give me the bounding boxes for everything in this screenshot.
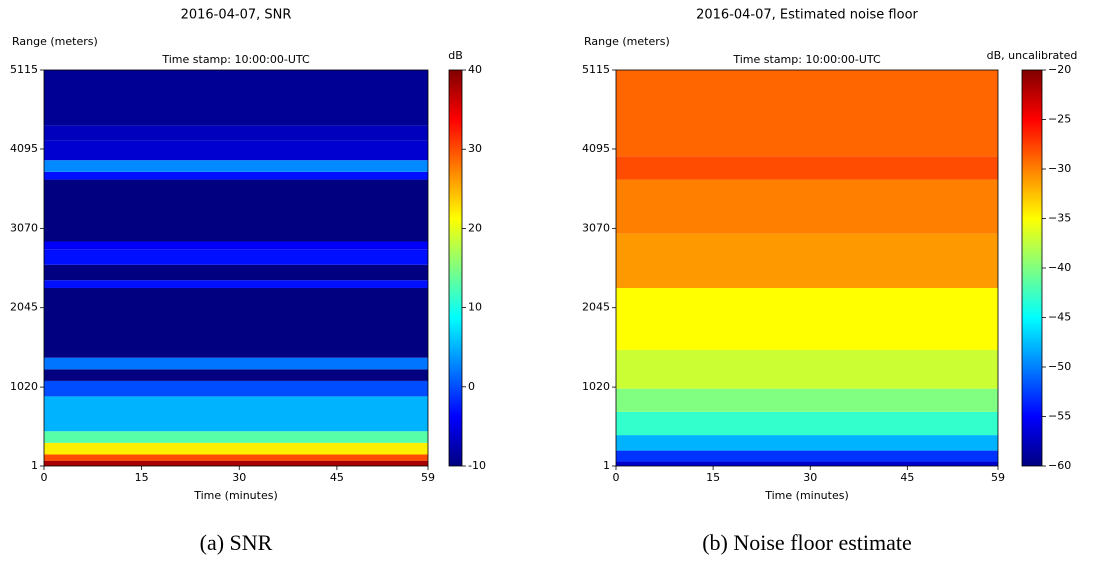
x-tick-label: 0 — [613, 471, 620, 484]
x-tick-label: 0 — [41, 471, 48, 484]
heatmap-band — [616, 411, 998, 436]
heatmap-band — [616, 179, 998, 234]
y-tick-label: 1 — [31, 459, 38, 472]
heatmap-band — [44, 396, 428, 432]
heatmap-band — [616, 349, 998, 389]
colorbar-tick-label: −60 — [1048, 459, 1071, 472]
heatmap-band — [44, 357, 428, 370]
colorbar-tick-label: −30 — [1048, 162, 1071, 175]
colorbar-label: dB, uncalibrated — [987, 49, 1078, 62]
x-axis-label: Time (minutes) — [193, 489, 278, 502]
heatmap-band — [616, 435, 998, 451]
heatmap-band — [44, 287, 428, 358]
heatmap-band — [44, 442, 428, 455]
heatmap-band — [616, 156, 998, 180]
plot-frame — [615, 69, 999, 467]
heatmap-band — [44, 369, 428, 381]
x-tick-label: 59 — [991, 471, 1005, 484]
heatmap-band — [616, 450, 998, 462]
heatmap-band — [616, 233, 998, 288]
x-tick-label: 30 — [803, 471, 817, 484]
colorbar-tick-label: −35 — [1048, 212, 1071, 225]
heatmap-band — [44, 125, 428, 141]
heatmap-band — [616, 70, 998, 157]
heatmap-band — [44, 160, 428, 172]
x-tick-label: 45 — [330, 471, 344, 484]
heatmap-band — [44, 431, 428, 443]
x-tick-label: 45 — [900, 471, 914, 484]
chart-title: 2016-04-07, Estimated noise floor — [696, 8, 918, 23]
y-tick-label: 4095 — [10, 142, 38, 155]
x-axis-label: Time (minutes) — [764, 489, 849, 502]
x-tick-label: 30 — [232, 471, 246, 484]
heatmap-band — [616, 461, 998, 466]
colorbar-tick-label: −40 — [1048, 261, 1071, 274]
heatmap-band — [44, 249, 428, 265]
x-tick-label: 15 — [135, 471, 149, 484]
colorbar-tick-label: 30 — [468, 142, 482, 155]
heatmap-band — [44, 171, 428, 180]
y-tick-label: 5115 — [10, 63, 38, 76]
caption: (a) SNR — [200, 530, 273, 555]
heatmap-band — [44, 70, 428, 126]
y-tick-label: 1020 — [10, 380, 38, 393]
heatmap-band — [44, 380, 428, 397]
colorbar — [448, 69, 463, 467]
y-tick-label: 4095 — [582, 142, 610, 155]
colorbar-tick-label: 0 — [468, 380, 475, 393]
plot-frame — [43, 69, 429, 467]
x-tick-label: 59 — [421, 471, 435, 484]
colorbar — [1021, 69, 1043, 467]
y-tick-label: 3070 — [582, 221, 610, 234]
colorbar-label: dB — [448, 49, 463, 62]
y-tick-label: 1 — [603, 459, 610, 472]
y-tick-label: 5115 — [582, 63, 610, 76]
heatmap-band — [44, 179, 428, 242]
y-tick-label: 2045 — [582, 301, 610, 314]
heatmap-band — [616, 388, 998, 412]
colorbar-tick-label: −50 — [1048, 360, 1071, 373]
x-tick-label: 15 — [706, 471, 720, 484]
heatmap-band — [44, 241, 428, 250]
y-axis-label: Range (meters) — [12, 35, 98, 48]
y-axis-label: Range (meters) — [584, 35, 670, 48]
caption: (b) Noise floor estimate — [702, 530, 912, 555]
y-tick-label: 1020 — [582, 380, 610, 393]
colorbar-tick-label: 10 — [468, 301, 482, 314]
colorbar-tick-label: −25 — [1048, 113, 1071, 126]
subtitle: Time stamp: 10:00:00-UTC — [732, 53, 881, 66]
colorbar-tick-label: -10 — [468, 459, 486, 472]
colorbar-tick-label: −20 — [1048, 63, 1071, 76]
heatmap-band — [44, 264, 428, 281]
heatmap-band — [44, 460, 428, 466]
colorbar-tick-label: 20 — [468, 221, 482, 234]
heatmap-band — [616, 287, 998, 350]
chart-title: 2016-04-07, SNR — [181, 8, 292, 23]
heatmap-band — [44, 280, 428, 288]
colorbar-tick-label: −55 — [1048, 410, 1071, 423]
y-tick-label: 3070 — [10, 221, 38, 234]
colorbar-tick-label: 40 — [468, 63, 482, 76]
colorbar-tick-label: −45 — [1048, 311, 1071, 324]
y-tick-label: 2045 — [10, 301, 38, 314]
heatmap-band — [44, 454, 428, 461]
subtitle: Time stamp: 10:00:00-UTC — [161, 53, 310, 66]
heatmap-band — [44, 140, 428, 161]
